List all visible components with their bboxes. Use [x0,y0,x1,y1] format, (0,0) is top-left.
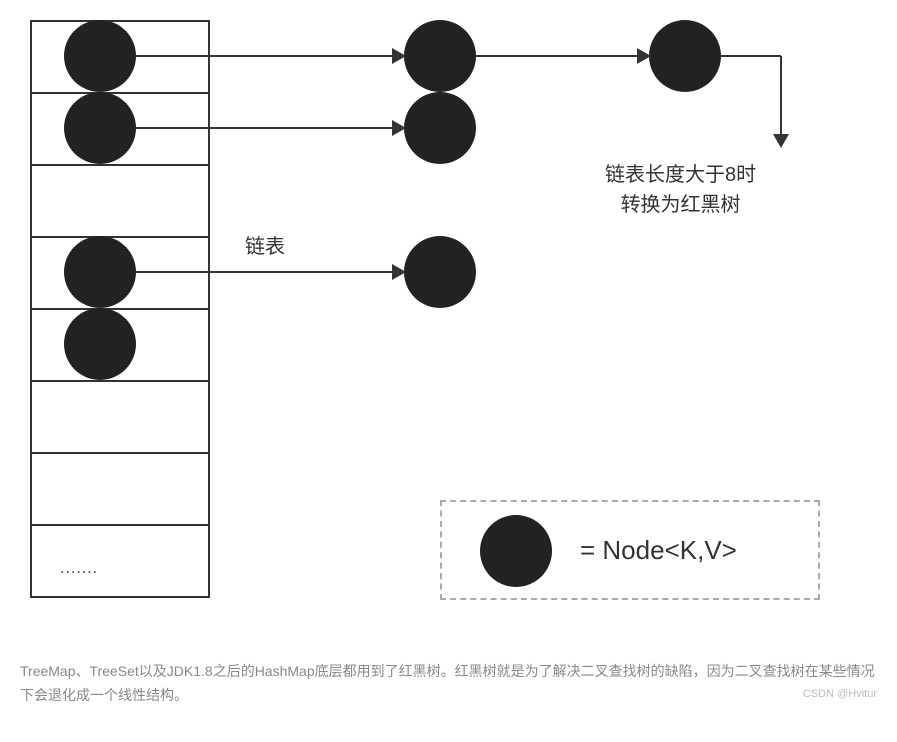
tree-conversion-annotation: 链表长度大于8时转换为红黑树 [605,160,756,220]
arrow-line [136,127,394,129]
node [64,308,136,380]
arrow-head [392,48,406,64]
node [64,20,136,92]
node [649,20,721,92]
array-cell [30,380,210,454]
arrow-head [773,134,789,148]
arrow-line [136,271,394,273]
ellipsis: ....... [60,560,98,578]
arrow-head [637,48,651,64]
arrow-head [392,120,406,136]
node [404,20,476,92]
node [64,236,136,308]
watermark-text: CSDN @Hvitur [803,688,877,700]
node [404,92,476,164]
linked-list-label: 链表 [245,230,285,259]
arrow-line [780,56,782,136]
arrow-line [721,55,781,57]
arrow-line [476,55,639,57]
caption-text: TreeMap、TreeSet以及JDK1.8之后的HashMap底层都用到了红… [20,660,877,708]
array-cell [30,452,210,526]
node [480,515,552,587]
array-cell [30,524,210,598]
arrow-head [392,264,406,280]
hashmap-structure-diagram: 链表 链表长度大于8时转换为红黑树 = Node<K,V>....... [20,20,877,640]
node [64,92,136,164]
array-cell [30,164,210,238]
node [404,236,476,308]
legend-label: = Node<K,V> [580,535,737,566]
arrow-line [136,55,394,57]
